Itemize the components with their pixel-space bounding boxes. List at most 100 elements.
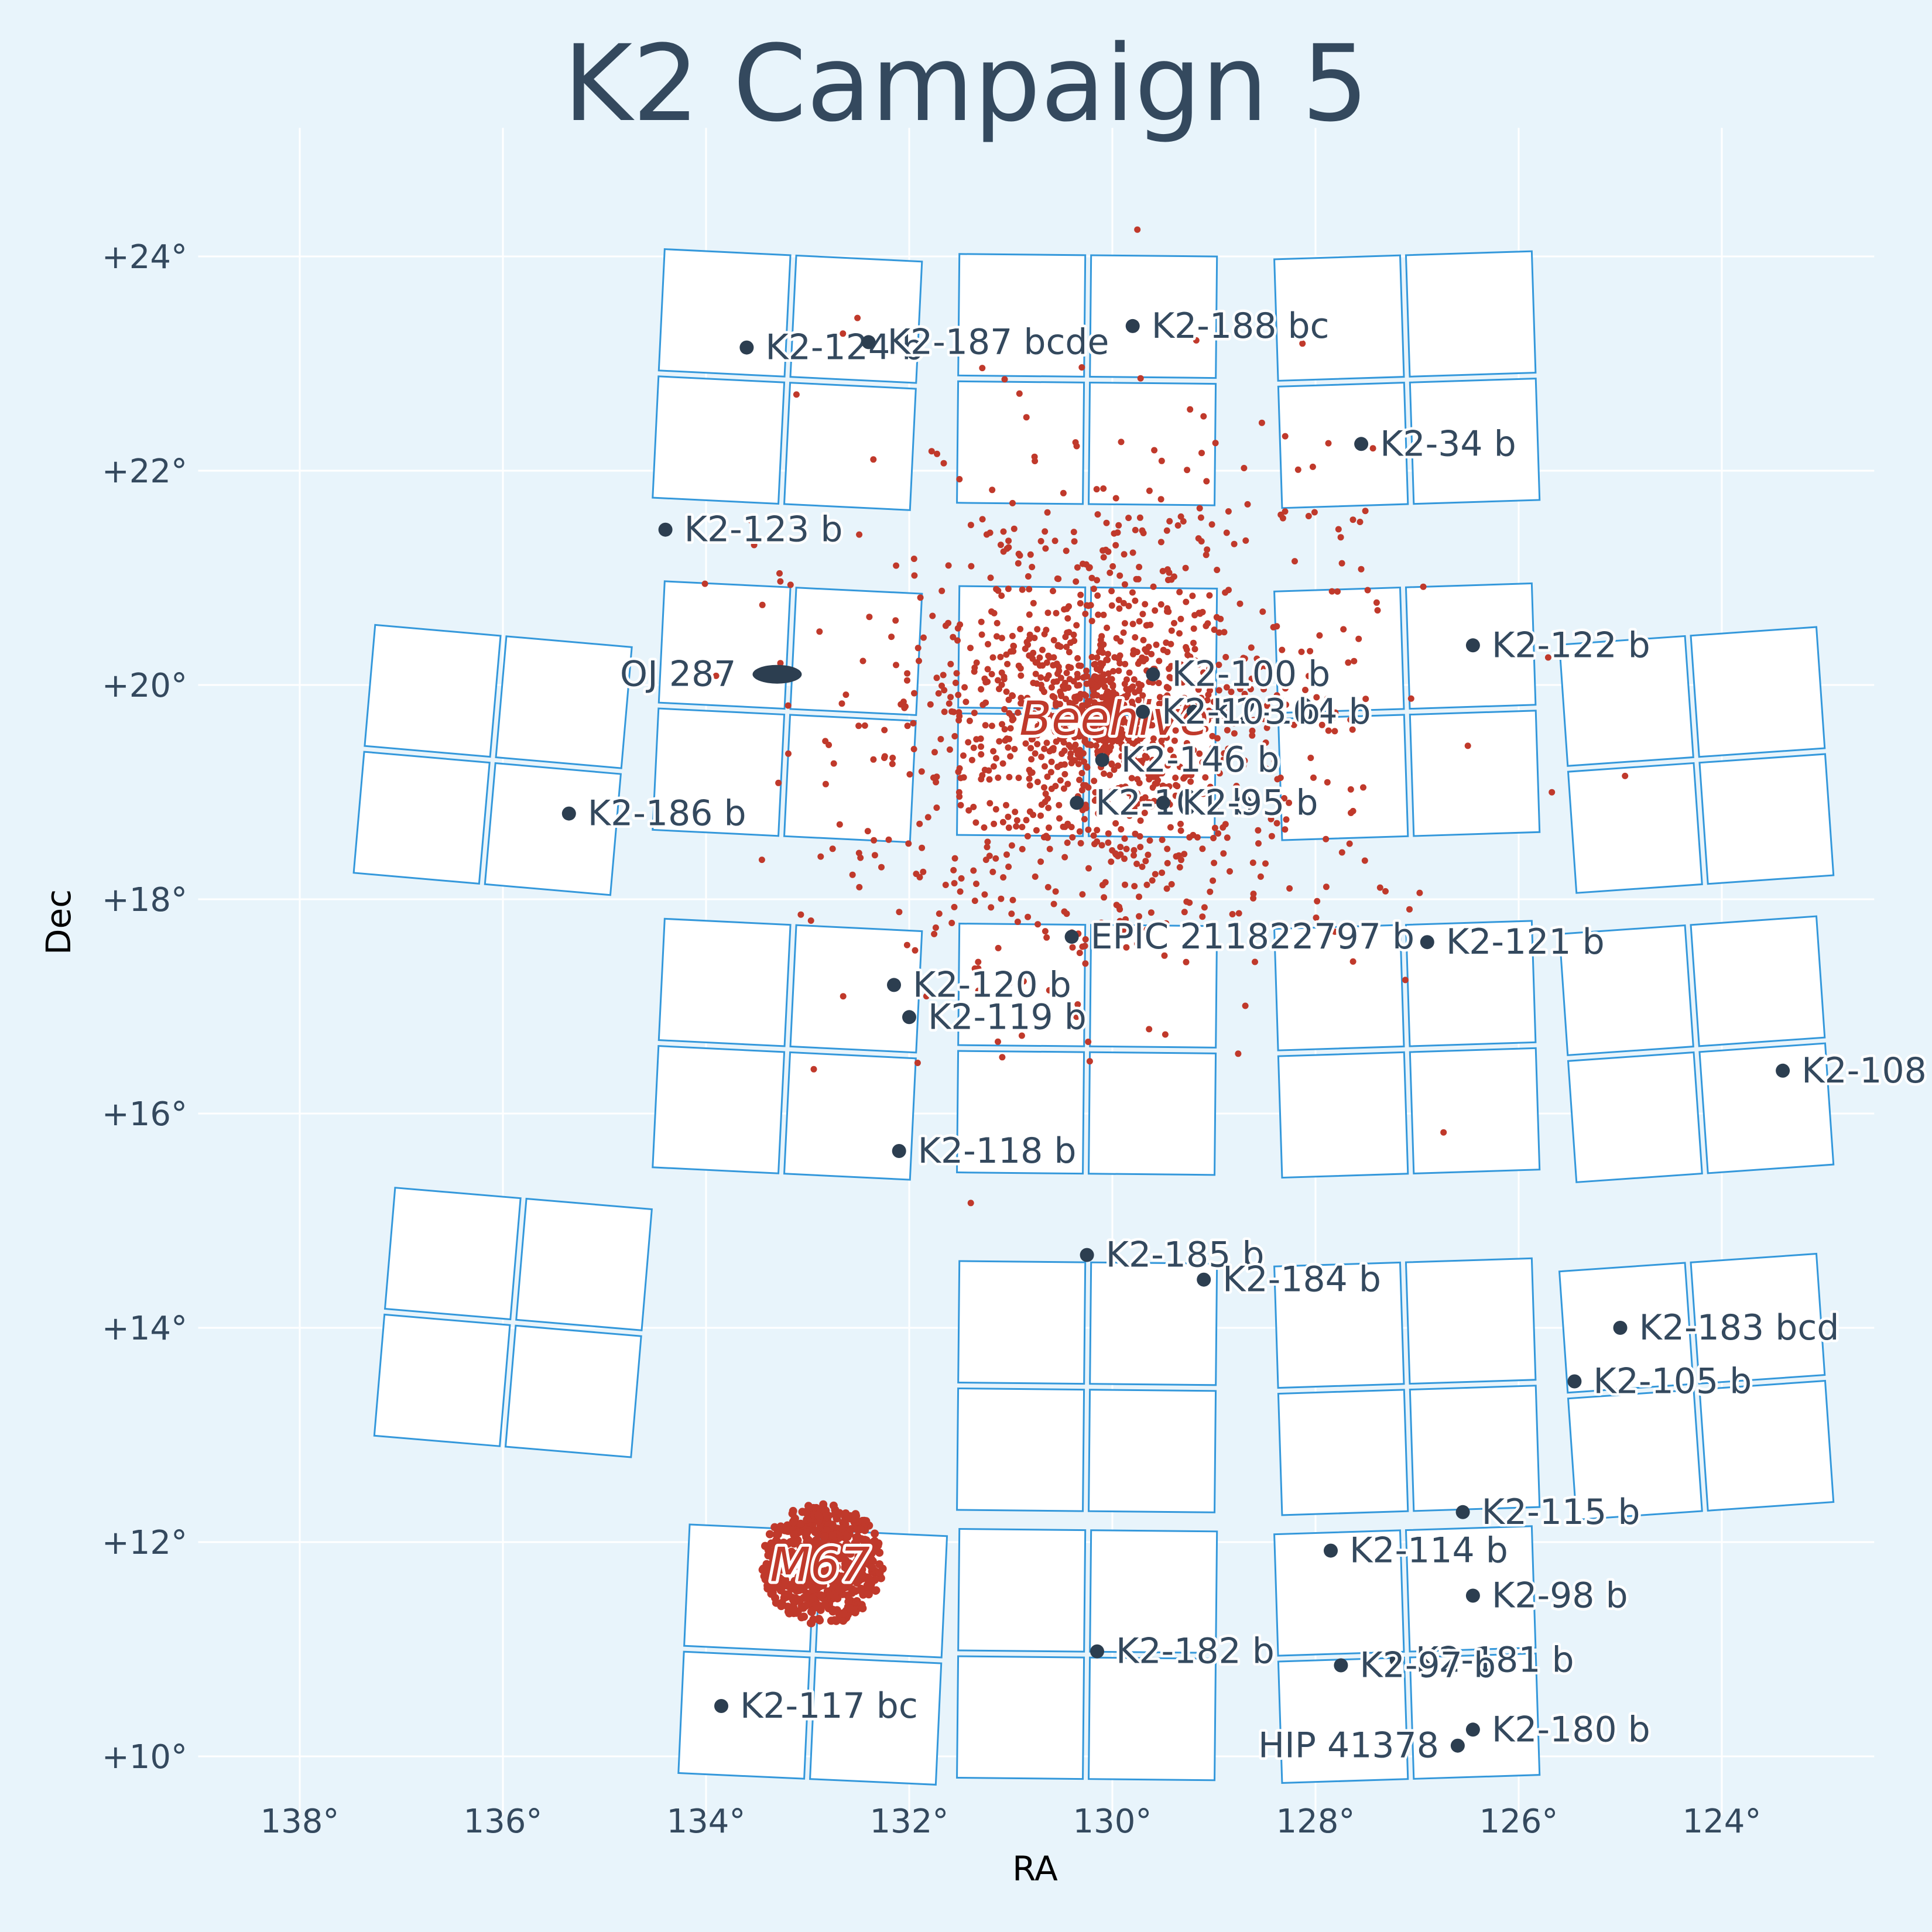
beehive-star [938,587,946,594]
beehive-star [1037,674,1044,681]
beehive-star [1176,864,1183,871]
beehive-star [945,619,952,626]
beehive-star [1207,687,1213,694]
beehive-star [1146,837,1153,844]
beehive-star [968,756,975,763]
planet-marker [1186,704,1201,719]
beehive-star [948,920,955,926]
beehive-star [927,701,934,708]
beehive-star [1176,630,1183,637]
beehive-star [1177,827,1184,834]
beehive-star [1129,589,1136,596]
beehive-star [979,365,986,372]
beehive-star [1149,877,1156,884]
beehive-star [1123,944,1130,951]
planet-label: K2-115 b [1482,1492,1640,1533]
beehive-star [1128,723,1135,730]
beehive-star [1139,864,1146,870]
beehive-star [1262,663,1268,670]
beehive-star [972,819,979,826]
beehive-star [1019,586,1026,593]
beehive-star [1139,692,1146,699]
beehive-star [1025,913,1032,920]
m67-star [809,1562,817,1571]
beehive-star [958,875,965,882]
beehive-star [1231,730,1238,737]
beehive-star [1182,564,1189,571]
beehive-star [785,702,792,709]
beehive-star [1183,644,1190,650]
beehive-star [1017,665,1024,672]
ccd-chip [364,624,502,758]
m67-star [842,1540,851,1549]
beehive-star [1172,727,1179,734]
beehive-star [981,824,988,831]
beehive-star [1190,625,1197,632]
beehive-star [1041,631,1048,638]
m67-star [831,1594,840,1602]
beehive-star [996,738,1003,745]
beehive-star [1084,673,1091,680]
beehive-star [1156,657,1163,664]
beehive-star [1015,775,1022,782]
beehive-star [1042,763,1048,770]
beehive-star [1073,578,1080,585]
beehive-star [971,710,978,717]
beehive-star [1258,419,1265,426]
beehive-star [1157,496,1164,503]
beehive-star [830,760,837,767]
beehive-star [983,531,990,538]
beehive-star [1334,588,1341,595]
beehive-star [1008,648,1014,655]
ccd-chip [657,917,792,1047]
beehive-star [1123,676,1130,683]
beehive-star [1005,824,1012,831]
y-tick-label: +18° [102,881,187,919]
beehive-star [1191,681,1198,688]
beehive-star [1074,564,1081,571]
planet-marker [739,340,754,355]
m67-star [763,1584,772,1593]
beehive-star [1067,639,1074,646]
beehive-star [1064,780,1071,787]
beehive-star [1316,632,1323,639]
beehive-star [994,633,1000,640]
beehive-star [1416,889,1423,896]
beehive-star [1102,742,1109,749]
y-tick-label: +10° [102,1738,187,1776]
beehive-star [960,774,967,781]
beehive-star [947,694,954,701]
beehive-star [1153,641,1160,648]
ccd-chip [957,1260,1087,1385]
m67-star [828,1531,837,1540]
beehive-star [1122,881,1128,888]
beehive-star [954,637,961,644]
beehive-star [1183,958,1190,965]
beehive-star [1143,881,1150,888]
beehive-star [1030,710,1037,717]
planet-label: EPIC 211822797 b [1091,916,1414,957]
beehive-star [934,450,940,457]
beehive-star [953,670,960,677]
beehive-star [1100,717,1107,724]
beehive-star [1006,980,1013,987]
beehive-star [1121,705,1128,712]
beehive-star [1149,740,1156,747]
beehive-star [961,684,968,691]
beehive-star [1172,775,1179,781]
beehive-star [906,771,913,778]
beehive-star [1163,920,1170,927]
beehive-star [1222,653,1229,660]
beehive-star [817,853,824,860]
beehive-star [838,700,845,707]
beehive-star [955,709,962,716]
planet-label: K2-184 b [1222,1259,1381,1300]
beehive-star [1170,753,1177,761]
beehive-star [1165,685,1172,691]
beehive-star [1125,687,1132,694]
beehive-star [1544,654,1551,661]
beehive-star [1328,588,1335,595]
beehive-star [1364,587,1371,594]
beehive-star [793,391,800,398]
beehive-star [1030,649,1037,656]
